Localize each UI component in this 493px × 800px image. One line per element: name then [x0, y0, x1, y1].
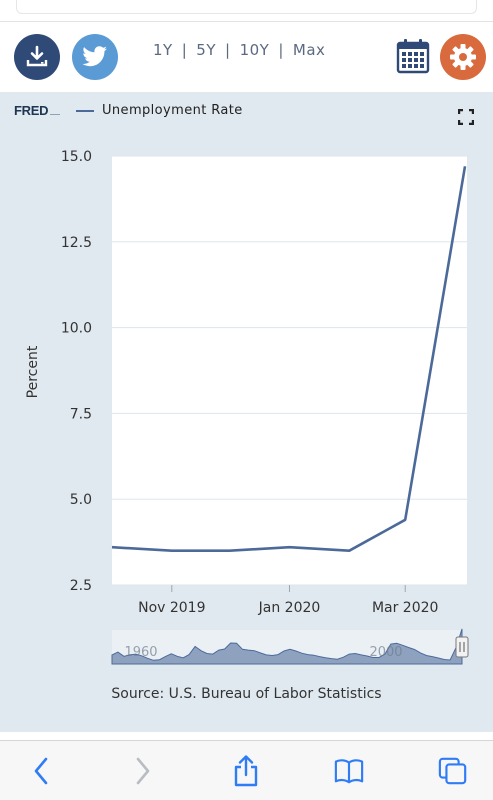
share-icon: [234, 755, 258, 787]
navigator-year-label: 1960: [124, 645, 157, 660]
range-separator: |: [181, 41, 188, 59]
series-line-unemployment-rate: [111, 166, 467, 552]
range-5y-button[interactable]: 5Y: [196, 41, 216, 59]
top-card-edge: [16, 0, 477, 14]
range-max-button[interactable]: Max: [292, 41, 326, 59]
y-tick-label: 2.5: [70, 578, 92, 594]
fred-logo: FRED: [14, 103, 61, 118]
x-tick-label: Nov 2019: [138, 600, 205, 616]
navigator-year-label: 2000: [369, 645, 402, 660]
back-button[interactable]: [26, 755, 56, 787]
range-selector: 1Y | 5Y | 10Y | Max: [150, 40, 328, 60]
share-button[interactable]: [231, 755, 261, 787]
chevron-left-icon: [34, 757, 48, 785]
range-separator: |: [225, 41, 231, 59]
top-strip: [0, 0, 493, 22]
twitter-bird-icon: [82, 46, 107, 67]
bookmarks-button[interactable]: [334, 755, 364, 787]
chevron-right-icon: [136, 757, 150, 785]
browser-toolbar: [0, 740, 493, 800]
range-separator: |: [278, 41, 284, 59]
download-button[interactable]: [14, 34, 60, 80]
date-range-button[interactable]: [396, 38, 430, 74]
fred-logo-graph-icon: [50, 109, 61, 115]
y-tick-label: 5.0: [70, 492, 92, 508]
plot-area: [112, 156, 467, 585]
y-tick-label: 7.5: [70, 406, 92, 422]
chart-legend: Unemployment Rate: [76, 103, 243, 118]
y-tick-label: 10.0: [61, 321, 92, 337]
chart-toolbar: 1Y | 5Y | 10Y | Max: [0, 22, 493, 92]
legend-label: Unemployment Rate: [102, 103, 243, 118]
gear-icon: [450, 44, 476, 70]
y-tick-label: 15.0: [61, 149, 92, 165]
navigator-area: [111, 628, 463, 665]
fred-logo-text: FRED: [14, 103, 49, 118]
settings-button[interactable]: [440, 34, 486, 80]
x-tick-label: Jan 2020: [258, 600, 321, 616]
forward-button[interactable]: [128, 755, 158, 787]
twitter-share-button[interactable]: [72, 34, 118, 80]
book-icon: [334, 759, 364, 784]
time-navigator[interactable]: 1960 2000: [111, 628, 469, 665]
fullscreen-icon[interactable]: [458, 109, 474, 125]
chart-panel: FRED Unemployment Rate 2.5 5.0 7.5 10.0 12.5…: [0, 92, 493, 732]
calendar-icon: [396, 39, 430, 74]
source-note: Source: U.S. Bureau of Labor Statistics: [111, 686, 382, 702]
legend-swatch: [76, 109, 94, 112]
line-chart: 2.5 5.0 7.5 10.0 12.5 15.0 Nov 2019 Jan 2020 Ma…: [25, 149, 469, 665]
tabs-icon: [438, 757, 467, 785]
download-icon: [26, 45, 48, 67]
range-1y-button[interactable]: 1Y: [153, 41, 173, 59]
range-10y-button[interactable]: 10Y: [239, 41, 270, 59]
x-tick-label: Mar 2020: [372, 600, 439, 616]
y-axis-ticks: 2.5 5.0 7.5 10.0 12.5 15.0: [61, 149, 92, 594]
y-tick-label: 12.5: [61, 235, 92, 251]
navigator-handle[interactable]: [455, 636, 469, 658]
x-axis-ticks: Nov 2019 Jan 2020 Mar 2020: [138, 585, 438, 616]
y-axis-label: Percent: [25, 345, 41, 398]
tabs-button[interactable]: [438, 755, 468, 787]
